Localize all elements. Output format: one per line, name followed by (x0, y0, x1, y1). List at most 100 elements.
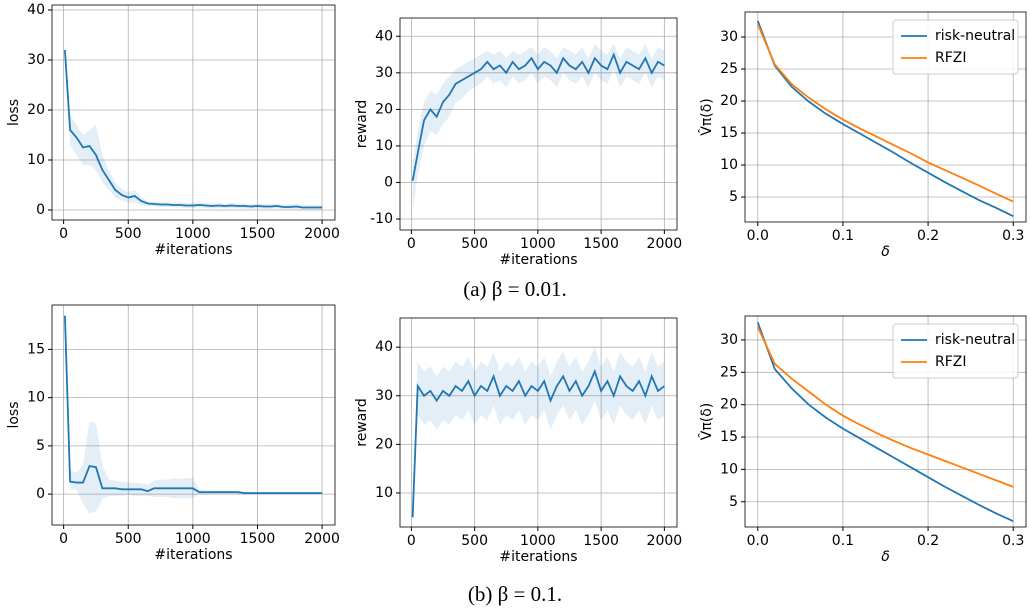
y-tick-label: 30 (27, 52, 45, 68)
caption: (b) β = 0.1. (468, 582, 562, 606)
x-tick-label: 500 (461, 533, 488, 549)
y-tick-label: 10 (27, 390, 45, 406)
y-tick-label: 20 (720, 93, 738, 109)
y-tick-label: 20 (27, 102, 45, 118)
x-axis-label: δ (881, 549, 890, 565)
y-axis-label: V̂π(δ) (698, 98, 715, 136)
series-line (756, 322, 1014, 522)
y-axis-label: loss (6, 401, 22, 428)
y-tick-label: 20 (375, 101, 393, 117)
y-tick-label: 0 (36, 202, 45, 218)
x-tick-label: 1500 (583, 236, 619, 252)
series-line (64, 315, 323, 495)
x-tick-label: 1000 (175, 531, 211, 547)
series-line (411, 368, 665, 518)
y-tick-label: 40 (27, 2, 45, 18)
x-tick-label: 0.3 (1002, 533, 1024, 549)
x-tick-label: 0 (59, 531, 68, 547)
y-axis-label: V̂π(δ) (698, 403, 715, 441)
y-axis-label: reward (354, 398, 370, 447)
x-tick-label: 0 (59, 226, 68, 242)
y-tick-label: 20 (375, 436, 393, 452)
axes-frame (399, 317, 678, 528)
legend-label: RFZI (935, 50, 967, 66)
series-line (756, 23, 1014, 203)
legend-label: risk-neutral (935, 332, 1015, 348)
legend-box (892, 323, 1019, 379)
x-tick-label: 1000 (520, 236, 556, 252)
x-tick-label: 1500 (583, 533, 619, 549)
x-tick-label: 1000 (520, 533, 556, 549)
x-tick-label: 2000 (304, 531, 340, 547)
x-tick-label: 0.3 (1002, 228, 1024, 244)
series-line (411, 52, 665, 181)
x-tick-label: 2000 (304, 226, 340, 242)
y-tick-label: 5 (729, 494, 738, 510)
plot-area (400, 318, 677, 527)
y-tick-label: 10 (375, 485, 393, 501)
axes-frame (399, 17, 678, 231)
plot-group (411, 43, 665, 212)
y-tick-label: 10 (720, 461, 738, 477)
x-tick-label: 0 (407, 236, 416, 252)
series-line (756, 20, 1014, 218)
y-tick-label: 5 (729, 189, 738, 205)
x-tick-label: 500 (115, 226, 142, 242)
plot-group (411, 347, 665, 525)
y-tick-label: 5 (36, 438, 45, 454)
x-tick-label: 2000 (647, 236, 683, 252)
y-axis-label: reward (354, 100, 370, 149)
x-axis-label: #iterations (499, 252, 577, 268)
y-tick-label: 10 (720, 157, 738, 173)
y-tick-label: 0 (36, 486, 45, 502)
y-tick-label: 20 (720, 397, 738, 413)
x-tick-label: 0.1 (832, 228, 854, 244)
series-line (756, 326, 1014, 488)
y-tick-label: 15 (27, 341, 45, 357)
x-tick-label: 500 (461, 236, 488, 252)
series-line (64, 49, 323, 209)
y-tick-label: 30 (375, 65, 393, 81)
x-tick-label: 1500 (240, 226, 276, 242)
caption: (a) β = 0.01. (463, 277, 567, 301)
y-tick-label: 25 (720, 61, 738, 77)
y-tick-label: 30 (720, 332, 738, 348)
x-tick-label: 0 (407, 533, 416, 549)
legend-box (892, 19, 1019, 75)
y-axis-label: loss (6, 99, 22, 126)
plot-area (52, 5, 335, 220)
x-tick-label: 1000 (175, 226, 211, 242)
x-axis-label: #iterations (154, 242, 232, 258)
x-tick-label: 0.0 (747, 228, 769, 244)
x-axis-label: #iterations (154, 547, 232, 563)
x-axis-label: #iterations (499, 549, 577, 565)
x-tick-label: 0.1 (832, 533, 854, 549)
y-tick-label: 0 (384, 174, 393, 190)
x-tick-label: 0.2 (917, 228, 939, 244)
y-tick-label: 40 (375, 28, 393, 44)
y-tick-label: 15 (720, 429, 738, 445)
x-tick-label: 500 (115, 531, 142, 547)
axes-frame (744, 315, 1027, 528)
plot-area (400, 18, 677, 230)
y-tick-label: 40 (375, 339, 393, 355)
x-tick-label: 0.0 (747, 533, 769, 549)
legend-label: RFZI (935, 354, 967, 370)
legend-label: risk-neutral (935, 28, 1015, 44)
plot-group (756, 20, 1014, 218)
y-tick-label: 30 (720, 29, 738, 45)
y-tick-label: -10 (370, 211, 393, 227)
y-tick-label: 25 (720, 364, 738, 380)
error-band (412, 43, 665, 212)
axes-frame (744, 11, 1027, 223)
x-axis-label: δ (881, 244, 890, 260)
x-tick-label: 2000 (647, 533, 683, 549)
y-tick-label: 30 (375, 388, 393, 404)
y-tick-label: 10 (27, 152, 45, 168)
axes-frame (51, 4, 336, 221)
plot-group (64, 45, 323, 210)
plot-group (756, 322, 1014, 522)
y-tick-label: 15 (720, 125, 738, 141)
plot-group (64, 310, 323, 514)
